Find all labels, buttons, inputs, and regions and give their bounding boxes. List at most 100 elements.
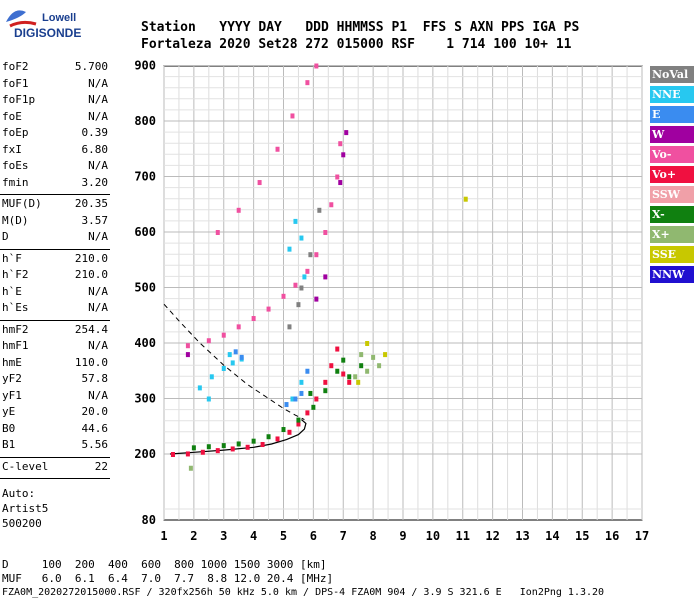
legend-item: X+	[650, 226, 694, 243]
x-tick-label: 13	[515, 529, 529, 543]
y-tick-label: 400	[134, 336, 156, 350]
param-separator	[0, 456, 110, 458]
echo-point	[323, 230, 328, 235]
legend-item: W	[650, 126, 694, 143]
param-key: fxI	[2, 142, 22, 156]
echo-point	[188, 465, 193, 471]
echo-point	[335, 346, 340, 352]
echo-point	[296, 302, 301, 308]
param-value: 5.700	[74, 60, 108, 73]
param-value: 3.20	[81, 175, 109, 189]
legend-item: NNW	[650, 266, 694, 283]
legend-item: NNE	[650, 86, 694, 103]
echo-point	[236, 207, 241, 213]
param-row: hmE 110.0	[2, 356, 108, 370]
logo-text-digisonde: DIGISONDE	[14, 26, 82, 40]
legend-item: SSW	[650, 186, 694, 203]
echo-point	[266, 306, 271, 312]
echo-point	[227, 352, 232, 358]
echo-point	[287, 324, 292, 330]
footer-status-line: FZA0M_2020272015000.RSF / 320fx256h 50 k…	[2, 587, 605, 598]
param-key: yE	[2, 405, 16, 418]
legend-item: NoVal	[650, 66, 694, 83]
param-value: 57.8	[81, 372, 109, 385]
param-value: 210.0	[74, 251, 108, 265]
param-row: C-level 22	[2, 460, 108, 474]
echo-point	[341, 152, 346, 158]
echo-point	[206, 396, 211, 402]
x-tick-label: 8	[370, 529, 377, 543]
echo-point	[293, 396, 298, 402]
echo-point	[275, 146, 280, 152]
echo-point	[245, 444, 250, 450]
param-row: MUF(D) 20.35	[2, 197, 108, 211]
param-row: foEs N/A	[2, 159, 108, 173]
echo-point	[185, 352, 190, 358]
echo-point	[338, 141, 343, 147]
x-tick-label: 12	[485, 529, 499, 543]
echo-point	[287, 246, 292, 252]
echo-point	[290, 113, 295, 119]
echo-point	[236, 324, 241, 330]
echo-point	[305, 268, 310, 274]
echo-point	[335, 174, 340, 180]
echo-point	[251, 316, 256, 322]
x-tick-label: 4	[250, 529, 257, 543]
param-value: N/A	[88, 159, 108, 172]
param-row: hmF1 N/A	[2, 339, 108, 353]
y-tick-label: 700	[134, 170, 156, 184]
y-tick-label: 80	[142, 513, 156, 527]
y-tick-label: 300	[134, 392, 156, 406]
header-values: Fortaleza 2020 Set28 272 015000 RSF 1 71…	[141, 37, 572, 52]
echo-point	[365, 341, 370, 346]
echo-point	[221, 365, 226, 371]
param-row: h`F 210.0	[2, 252, 108, 266]
echo-point	[314, 296, 319, 302]
param-key: C-level	[2, 459, 49, 473]
echo-point	[305, 410, 310, 416]
echo-point	[371, 354, 376, 360]
x-tick-label: 6	[310, 529, 317, 543]
echo-point	[233, 349, 238, 355]
echo-point	[221, 332, 226, 338]
param-row: fxI 6.80	[2, 143, 108, 157]
echo-point	[383, 352, 388, 358]
param-key: foE	[2, 109, 22, 123]
param-key: hmF2	[2, 322, 29, 336]
legend-item: Vo-	[650, 146, 694, 163]
param-row: foF1p N/A	[2, 93, 108, 107]
param-row: M(D) 3.57	[2, 214, 108, 228]
echo-point	[323, 274, 328, 280]
echo-point	[311, 404, 316, 410]
echo-point	[185, 343, 190, 349]
header-labels: Station YYYY DAY DDD HHMMSS P1 FFS S AXN…	[141, 20, 580, 35]
echo-point	[302, 274, 307, 280]
echo-point	[293, 282, 298, 288]
echo-point	[299, 235, 304, 241]
echo-point	[296, 417, 301, 423]
x-tick-label: 7	[340, 529, 347, 543]
echo-point	[341, 357, 346, 363]
param-key: D	[2, 230, 9, 243]
param-key: h`Es	[2, 301, 29, 314]
param-value: N/A	[88, 301, 108, 314]
echo-point	[215, 230, 220, 235]
echo-point	[329, 202, 334, 208]
param-value: 20.35	[74, 197, 108, 210]
param-separator	[0, 248, 110, 250]
echo-point	[260, 442, 265, 448]
echo-point	[308, 252, 313, 258]
x-tick-label: 5	[280, 529, 287, 543]
echo-point	[359, 352, 364, 358]
autoscaling-info: Auto:	[2, 487, 36, 500]
echo-point	[209, 374, 214, 380]
echo-point	[347, 374, 352, 380]
param-value: N/A	[88, 284, 108, 298]
param-value: 210.0	[74, 268, 108, 281]
echo-point	[284, 402, 289, 408]
param-row: foF2 5.700	[2, 60, 108, 74]
param-value: 110.0	[74, 355, 108, 369]
echo-point	[365, 368, 370, 374]
echo-point	[275, 436, 280, 442]
